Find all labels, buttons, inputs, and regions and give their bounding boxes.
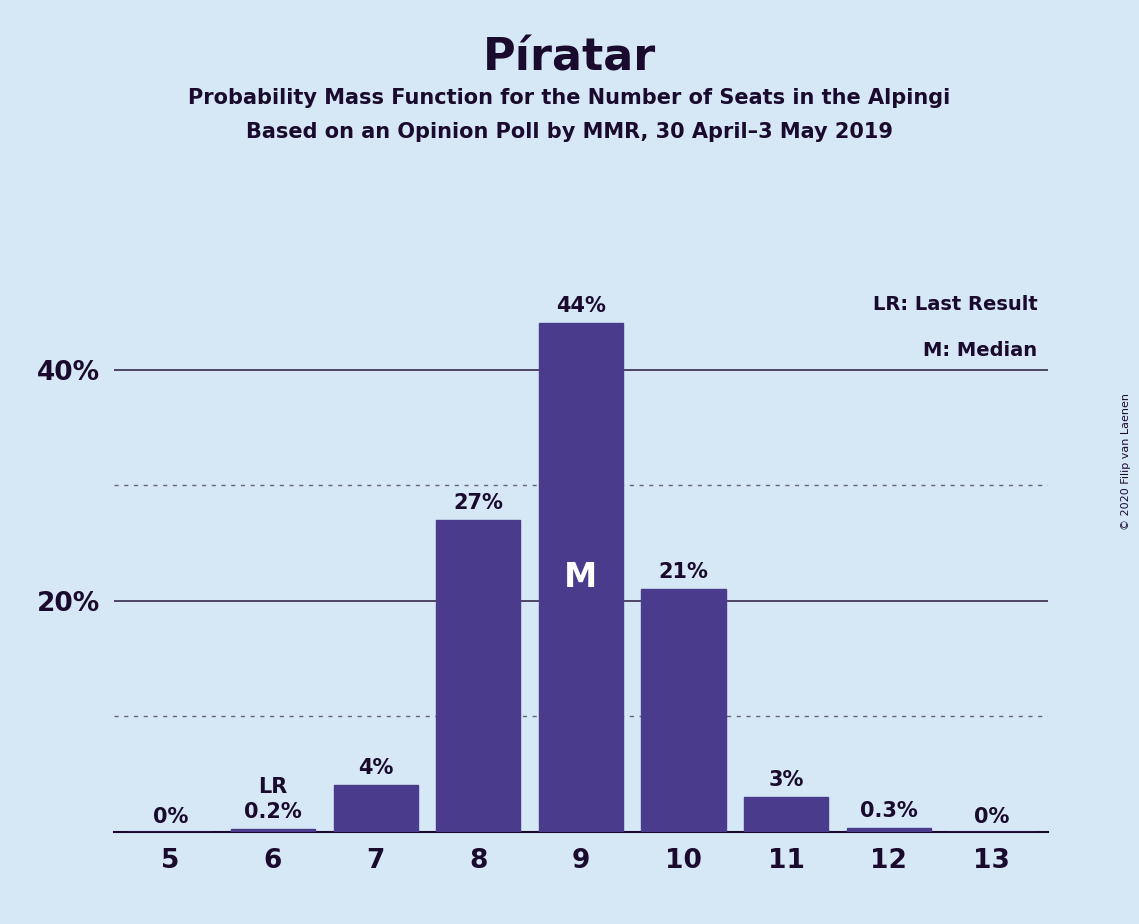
Text: Based on an Opinion Poll by MMR, 30 April–3 May 2019: Based on an Opinion Poll by MMR, 30 Apri… — [246, 122, 893, 142]
Text: Probability Mass Function for the Number of Seats in the Alpingi: Probability Mass Function for the Number… — [188, 88, 951, 108]
Bar — [641, 590, 726, 832]
Bar — [539, 323, 623, 832]
Text: M: Median: M: Median — [924, 341, 1038, 359]
Text: 27%: 27% — [453, 492, 503, 513]
Text: M: M — [564, 561, 598, 594]
Bar — [436, 519, 521, 832]
Text: 44%: 44% — [556, 297, 606, 316]
Text: 4%: 4% — [358, 759, 393, 778]
Text: 0.3%: 0.3% — [860, 801, 918, 821]
Bar — [744, 796, 828, 832]
Bar — [231, 830, 316, 832]
Bar — [334, 785, 418, 832]
Text: 0%: 0% — [974, 807, 1009, 827]
Text: Píratar: Píratar — [483, 37, 656, 80]
Text: 21%: 21% — [658, 562, 708, 582]
Text: LR: LR — [259, 777, 288, 796]
Text: 3%: 3% — [769, 770, 804, 790]
Text: LR: Last Result: LR: Last Result — [872, 295, 1038, 313]
Bar — [846, 828, 931, 832]
Text: 0.2%: 0.2% — [244, 802, 302, 822]
Text: © 2020 Filip van Laenen: © 2020 Filip van Laenen — [1121, 394, 1131, 530]
Text: 0%: 0% — [153, 807, 188, 827]
